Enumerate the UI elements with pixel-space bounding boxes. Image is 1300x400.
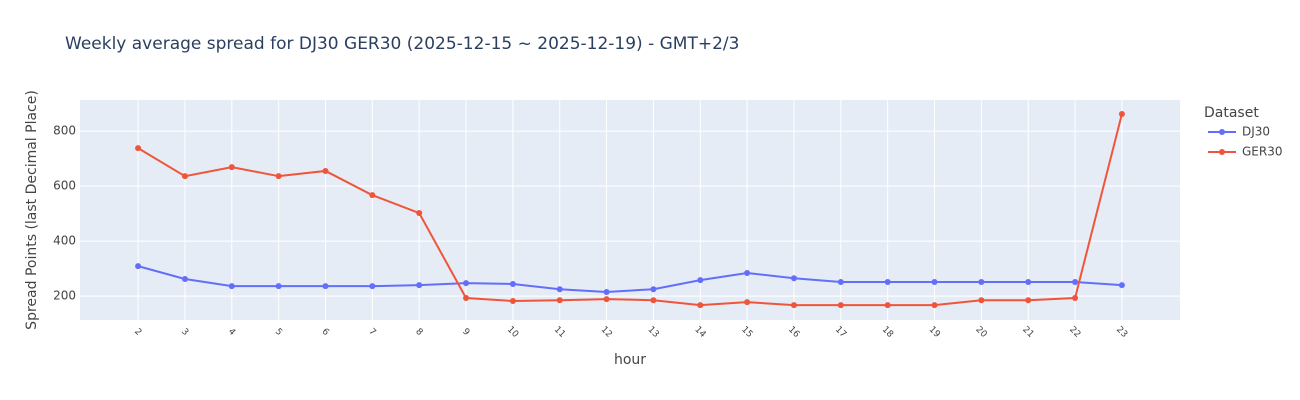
- data-point: [790, 302, 797, 309]
- data-point: [1072, 279, 1079, 286]
- y-tick-label: 800: [53, 124, 76, 138]
- data-point: [416, 282, 423, 289]
- x-tick-label: 5: [273, 327, 284, 338]
- data-point: [135, 145, 142, 152]
- plot-area: [80, 100, 1180, 320]
- data-point: [650, 286, 657, 293]
- x-tick-label: 6: [320, 327, 331, 338]
- data-point: [837, 279, 844, 286]
- x-tick-label: 11: [552, 325, 567, 340]
- x-tick-label: 19: [927, 325, 942, 340]
- data-point: [322, 167, 329, 174]
- legend-marker: [1219, 129, 1225, 135]
- data-point: [1025, 297, 1032, 304]
- legend-label: DJ30: [1242, 125, 1270, 139]
- data-point: [509, 280, 516, 287]
- x-tick-label: 2: [132, 327, 143, 338]
- data-point: [884, 279, 891, 286]
- x-tick-label: 20: [973, 325, 988, 340]
- x-tick-label: 4: [226, 327, 237, 338]
- data-point: [369, 192, 376, 199]
- x-tick-label: 23: [1114, 325, 1129, 340]
- legend-marker: [1219, 149, 1225, 155]
- data-point: [650, 297, 657, 304]
- x-tick-label: 15: [739, 325, 754, 340]
- data-point: [978, 279, 985, 286]
- x-tick-label: 21: [1020, 325, 1035, 340]
- data-point: [509, 298, 516, 305]
- y-tick-label: 200: [53, 289, 76, 303]
- data-point: [931, 279, 938, 286]
- data-point: [275, 283, 282, 290]
- x-tick-label: 3: [179, 327, 190, 338]
- y-tick-label: 600: [53, 179, 76, 193]
- data-point: [322, 283, 329, 290]
- x-tick-label: 14: [692, 325, 707, 340]
- data-point: [744, 269, 751, 276]
- data-point: [790, 275, 797, 282]
- data-point: [275, 173, 282, 180]
- legend-title: Dataset: [1204, 105, 1259, 121]
- data-point: [416, 210, 423, 217]
- x-tick-label: 18: [880, 325, 895, 340]
- data-point: [697, 277, 704, 284]
- x-tick-label: 8: [413, 327, 424, 338]
- data-point: [978, 297, 985, 304]
- data-point: [181, 276, 188, 283]
- data-point: [228, 164, 235, 171]
- data-point: [556, 286, 563, 293]
- data-point: [463, 295, 470, 301]
- x-tick-label: 12: [599, 325, 614, 340]
- data-point: [884, 302, 891, 309]
- data-point: [603, 288, 610, 295]
- x-axis-title: hour: [614, 352, 646, 368]
- data-point: [931, 302, 938, 309]
- data-point: [837, 302, 844, 309]
- data-point: [1025, 279, 1032, 286]
- data-point: [135, 263, 142, 270]
- data-point: [697, 302, 704, 309]
- series-line: [137, 113, 1123, 307]
- y-axis-title: Spread Points (last Decimal Place): [24, 90, 40, 330]
- data-point: [1072, 295, 1079, 301]
- chart-title: Weekly average spread for DJ30 GER30 (20…: [65, 34, 739, 54]
- x-tick-label: 22: [1067, 325, 1082, 340]
- x-tick-label: 16: [786, 325, 801, 340]
- data-point: [744, 299, 751, 306]
- data-point: [369, 283, 376, 290]
- data-point: [228, 283, 235, 290]
- legend-label: GER30: [1242, 145, 1283, 159]
- x-tick-label: 10: [505, 325, 520, 340]
- x-tick-label: 9: [460, 327, 471, 338]
- data-point: [1118, 111, 1125, 118]
- data-point: [1118, 282, 1125, 289]
- x-tick-label: 17: [833, 325, 848, 340]
- data-point: [463, 280, 470, 287]
- x-tick-label: 13: [645, 325, 660, 340]
- x-tick-label: 7: [366, 327, 377, 338]
- y-tick-label: 400: [53, 234, 76, 248]
- data-point: [181, 173, 188, 180]
- data-point: [556, 297, 563, 304]
- data-point: [603, 296, 610, 303]
- series-line: [137, 265, 1122, 293]
